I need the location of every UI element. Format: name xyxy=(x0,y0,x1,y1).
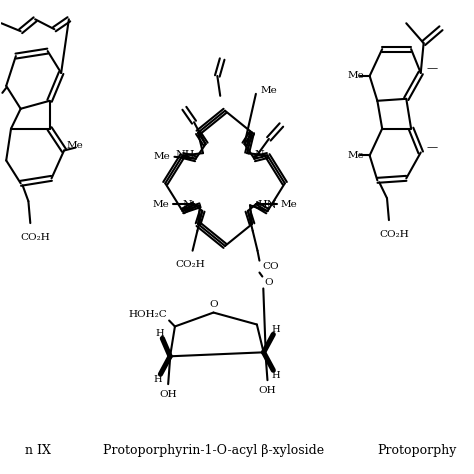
Text: Protoporphyrin-1-O-acyl β-xyloside: Protoporphyrin-1-O-acyl β-xyloside xyxy=(103,444,324,457)
Text: —: — xyxy=(427,143,438,153)
Text: Me: Me xyxy=(347,151,364,160)
Text: NH: NH xyxy=(176,150,195,160)
Text: H: H xyxy=(272,371,281,380)
Text: OH: OH xyxy=(259,385,276,394)
Text: H: H xyxy=(272,325,281,334)
Text: O: O xyxy=(264,278,273,287)
Text: CO: CO xyxy=(262,262,279,271)
Text: CO₂H: CO₂H xyxy=(176,260,206,269)
Text: Protoporphy: Protoporphy xyxy=(377,444,457,457)
Text: Me: Me xyxy=(67,141,84,150)
Text: N: N xyxy=(255,150,264,160)
Text: CO₂H: CO₂H xyxy=(20,233,50,241)
Text: Me: Me xyxy=(347,72,364,81)
Text: O: O xyxy=(209,300,218,309)
Text: Me: Me xyxy=(281,200,298,209)
Text: HOH₂C: HOH₂C xyxy=(128,310,167,319)
Text: —: — xyxy=(427,63,438,73)
Text: n IX: n IX xyxy=(26,444,51,457)
Text: HN: HN xyxy=(258,201,277,210)
Text: Me: Me xyxy=(154,152,171,161)
Text: Me: Me xyxy=(261,86,277,95)
Text: H: H xyxy=(155,329,164,338)
Text: H: H xyxy=(153,374,162,383)
Text: OH: OH xyxy=(159,390,177,399)
Text: N: N xyxy=(182,201,192,210)
Text: CO₂H: CO₂H xyxy=(380,229,410,238)
Text: Me: Me xyxy=(153,200,169,209)
